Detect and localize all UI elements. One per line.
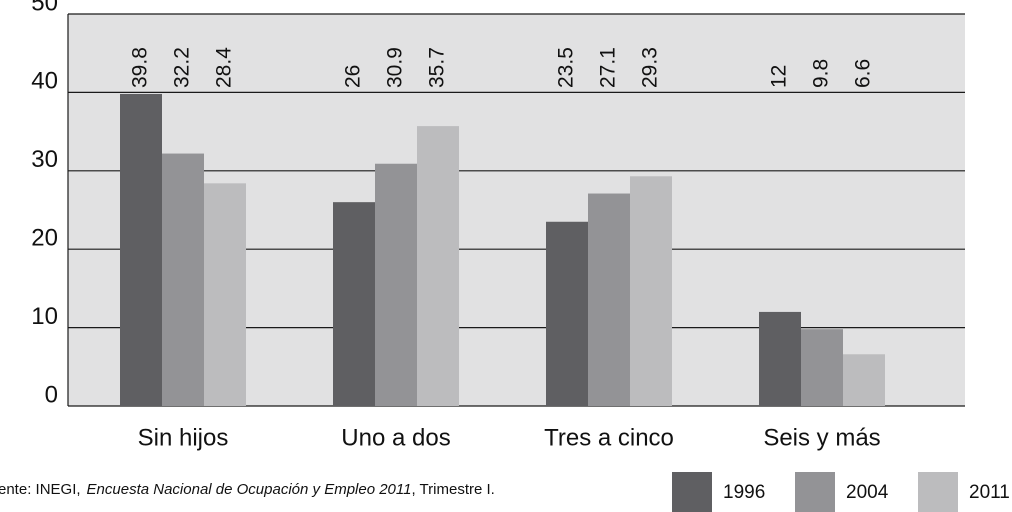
bar bbox=[204, 183, 246, 406]
bar bbox=[630, 176, 672, 406]
y-tick-label: 30 bbox=[31, 146, 58, 173]
source-part: Encuesta Nacional de Ocupación y Empleo … bbox=[87, 481, 412, 498]
y-tick-label: 0 bbox=[45, 381, 58, 408]
value-label: 35.7 bbox=[426, 47, 449, 88]
x-tick-label: Tres a cinco bbox=[544, 424, 674, 451]
legend-label: 2011 bbox=[969, 482, 1010, 503]
bar bbox=[375, 163, 417, 406]
x-tick-label: Sin hijos bbox=[138, 424, 229, 451]
x-tick-label: Uno a dos bbox=[341, 424, 450, 451]
y-tick-label: 40 bbox=[31, 68, 58, 95]
value-label: 28.4 bbox=[213, 47, 236, 88]
legend-swatch bbox=[795, 472, 835, 512]
value-label: 26 bbox=[342, 65, 365, 88]
bar bbox=[162, 153, 204, 406]
value-label: 39.8 bbox=[129, 47, 152, 88]
bar bbox=[843, 354, 885, 406]
bar bbox=[120, 93, 162, 406]
source-note: ente: INEGI, Encuesta Nacional de Ocupaci… bbox=[0, 481, 495, 498]
source-part: , Trimestre I. bbox=[411, 481, 494, 498]
bar bbox=[417, 126, 459, 406]
bar bbox=[546, 221, 588, 406]
legend-label: 2004 bbox=[846, 482, 889, 503]
y-tick-label: 50 bbox=[31, 0, 58, 16]
value-label: 9.8 bbox=[810, 59, 833, 88]
bar bbox=[759, 311, 801, 406]
bar bbox=[333, 202, 375, 406]
source-part: ente: INEGI, bbox=[0, 481, 81, 498]
value-label: 30.9 bbox=[384, 47, 407, 88]
value-label: 23.5 bbox=[555, 47, 578, 88]
y-tick-label: 10 bbox=[31, 303, 58, 330]
bar bbox=[588, 193, 630, 406]
value-label: 12 bbox=[768, 65, 791, 88]
value-label: 27.1 bbox=[597, 47, 620, 88]
bar bbox=[801, 329, 843, 406]
value-label: 32.2 bbox=[171, 47, 194, 88]
legend-label: 1996 bbox=[723, 482, 765, 503]
y-tick-label: 20 bbox=[31, 225, 58, 252]
value-label: 6.6 bbox=[852, 59, 875, 88]
x-tick-label: Seis y más bbox=[763, 424, 880, 451]
legend-swatch bbox=[918, 472, 958, 512]
legend-swatch bbox=[672, 472, 712, 512]
value-label: 29.3 bbox=[639, 47, 662, 88]
